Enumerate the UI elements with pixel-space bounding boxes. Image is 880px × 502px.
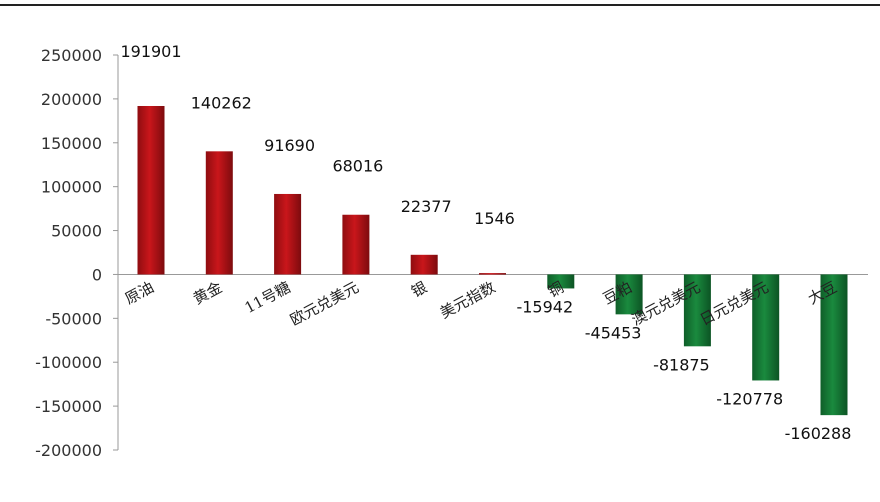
bar [683,274,711,347]
y-tick-label: 150000 [41,134,102,153]
data-label: -120778 [716,389,783,408]
y-tick-label: 200000 [41,90,102,109]
category-label: 银 [408,278,430,301]
bar [479,273,506,275]
top-rule [0,4,880,6]
category-label: 美元指数 [437,278,498,322]
bar [205,151,233,275]
data-label: 191901 [120,42,181,61]
bar [410,254,438,275]
y-tick-label: 250000 [41,46,102,65]
data-label: 68016 [332,157,383,176]
category-label: 原油 [122,278,157,308]
y-tick-label: 0 [92,265,102,284]
bar [137,105,165,275]
y-tick-label: -200000 [35,441,102,460]
category-label: 11号糖 [242,278,294,317]
bar [342,214,370,275]
data-label: -15942 [516,297,573,316]
bar [820,274,848,416]
data-label: -45453 [585,323,642,342]
y-tick-label: 50000 [51,222,102,241]
data-label: -160288 [785,424,852,443]
category-label: 黄金 [190,278,225,308]
category-label: 铜 [545,278,567,301]
y-tick-label: -150000 [35,397,102,416]
y-tick-label: -50000 [45,309,102,328]
data-label: 91690 [264,136,315,155]
data-label: 140262 [191,93,252,112]
data-label: 1546 [474,209,515,228]
bar [752,274,780,381]
y-tick-label: -100000 [35,353,102,372]
data-label: -81875 [653,355,710,374]
bar [615,274,643,315]
data-label: 22377 [401,197,452,216]
bar [274,193,302,275]
bar [547,274,575,289]
y-tick-label: 100000 [41,178,102,197]
category-label: 欧元兑美元 [287,278,362,329]
